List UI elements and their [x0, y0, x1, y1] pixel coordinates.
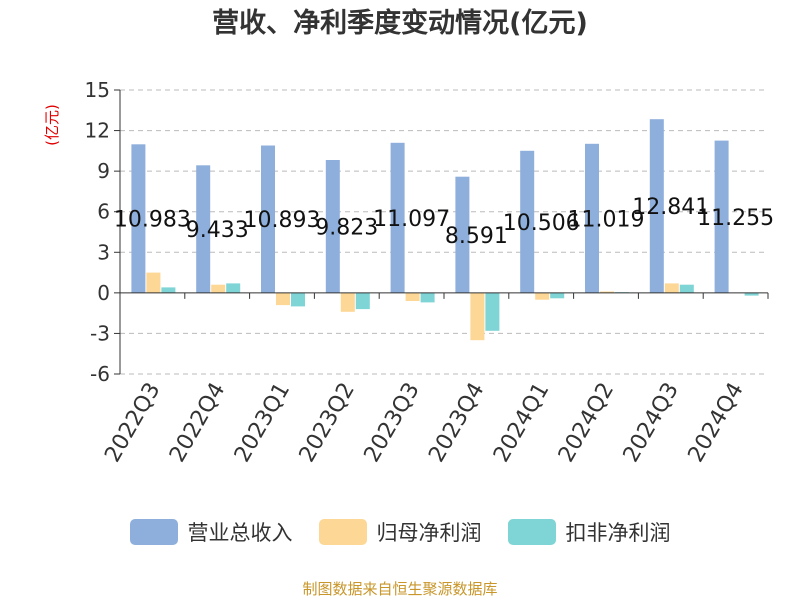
- legend-label-net-profit: 归母净利润: [376, 521, 482, 545]
- bar-chart: 15 12 9 6 3 0 -3 -6 10.9839.43310.8939.82311.097…: [85, 78, 775, 467]
- legend: 营业总收入 归母净利润 扣非净利润: [0, 517, 800, 547]
- y-tick-label: 3: [97, 240, 110, 264]
- bar-revenue: [196, 165, 211, 293]
- source-footer: 制图数据来自恒生聚源数据库: [302, 580, 498, 598]
- x-tick-label: 2023Q3: [359, 379, 424, 467]
- bar-revenue: [261, 145, 275, 293]
- bar-revenue: [649, 119, 664, 293]
- y-tick-label: 6: [97, 200, 110, 224]
- x-tick-label: 2024Q2: [554, 379, 619, 467]
- bar-revenue: [390, 142, 405, 293]
- bar-revenue: [585, 143, 599, 293]
- x-tick-label: 2024Q4: [683, 379, 748, 467]
- bar-deducted-profit: [226, 283, 241, 293]
- legend-swatch-net-profit: [318, 519, 367, 545]
- legend-label-deducted-profit: 扣非净利润: [565, 521, 671, 545]
- bar-net-profit: [211, 284, 226, 293]
- y-tick-label: 0: [97, 281, 110, 305]
- data-label: 9.823: [315, 215, 378, 240]
- legend-item-net-profit[interactable]: 归母净利润: [318, 517, 482, 547]
- x-tick-label: 2022Q4: [165, 379, 230, 467]
- x-tick-label: 2024Q1: [489, 379, 554, 467]
- bar-net-profit: [340, 292, 355, 312]
- data-label: 10.983: [114, 208, 191, 233]
- bar-deducted-profit: [550, 292, 565, 299]
- data-label: 11.019: [568, 207, 645, 232]
- chart-title: 营收、净利季度变动情况(亿元): [212, 8, 588, 39]
- x-tick-label: 2023Q4: [424, 379, 489, 467]
- bar-net-profit: [470, 292, 485, 341]
- bar-deducted-profit: [485, 292, 500, 331]
- data-label: 9.433: [186, 218, 249, 243]
- y-tick-label: -6: [90, 362, 110, 386]
- data-label: 11.097: [373, 207, 450, 232]
- legend-item-revenue[interactable]: 营业总收入: [129, 517, 293, 547]
- x-tick-label: 2022Q3: [100, 379, 165, 467]
- bar-net-profit: [276, 292, 290, 306]
- legend-label-revenue: 营业总收入: [187, 521, 293, 545]
- x-tick-label: 2024Q3: [619, 379, 684, 467]
- y-tick-label: 12: [85, 119, 110, 143]
- y-tick-label: 15: [85, 78, 110, 102]
- y-tick-label: 9: [97, 159, 110, 183]
- legend-swatch-revenue: [129, 519, 178, 545]
- bar-revenue: [455, 176, 470, 293]
- data-label: 12.841: [632, 195, 709, 220]
- bar-deducted-profit: [744, 292, 759, 296]
- bar-net-profit: [405, 292, 420, 301]
- data-label: 8.591: [445, 224, 508, 249]
- bar-revenue: [325, 160, 340, 293]
- x-tick-label: 2023Q1: [230, 379, 295, 467]
- bar-deducted-profit: [355, 292, 370, 310]
- bar-revenue: [714, 140, 729, 293]
- legend-item-deducted-profit[interactable]: 扣非净利润: [507, 517, 671, 547]
- data-label: 10.506: [503, 211, 580, 236]
- y-tick-label: -3: [90, 321, 110, 345]
- bar-revenue: [131, 144, 146, 293]
- bar-net-profit: [535, 292, 550, 300]
- bar-deducted-profit: [679, 284, 694, 293]
- bar-net-profit: [600, 291, 614, 293]
- bar-net-profit: [664, 283, 679, 293]
- bar-deducted-profit: [291, 292, 305, 307]
- x-tick-label: 2023Q2: [295, 379, 360, 467]
- bar-net-profit: [146, 272, 161, 293]
- data-label: 10.893: [244, 208, 321, 233]
- bar-deducted-profit: [420, 292, 435, 303]
- data-label: 11.255: [697, 206, 774, 231]
- legend-swatch-deducted-profit: [507, 519, 556, 545]
- bar-revenue: [520, 150, 535, 293]
- bar-deducted-profit: [161, 287, 176, 293]
